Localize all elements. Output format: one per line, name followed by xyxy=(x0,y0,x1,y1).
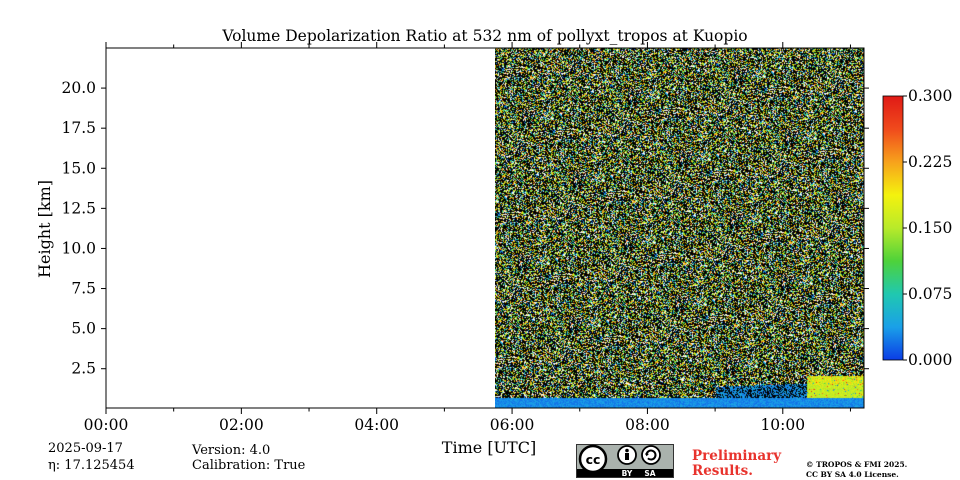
preliminary-results-note: Preliminary Results. xyxy=(692,449,781,479)
y-tick-label: 2.5 xyxy=(71,360,96,378)
date-label: 2025-09-17 xyxy=(48,441,123,456)
y-axis-label: Height [km] xyxy=(35,180,54,278)
license-line-2: CC BY SA 4.0 License. xyxy=(806,470,899,479)
license-line-1: © TROPOS & FMI 2025. xyxy=(806,460,908,469)
colorbar-tick-label: 0.150 xyxy=(908,219,952,237)
colorbar-tick-label: 0.075 xyxy=(908,285,952,303)
x-tick-label: 00:00 xyxy=(84,416,129,434)
eta-label: η: 17.125454 xyxy=(48,458,135,473)
colorbar-tick-label: 0.300 xyxy=(908,87,952,105)
heatmap-raster xyxy=(495,48,864,408)
y-tick-label: 20.0 xyxy=(61,79,96,97)
svg-text:BY: BY xyxy=(622,469,633,478)
colorbar-gradient xyxy=(882,95,904,361)
y-tick-label: 15.0 xyxy=(61,159,96,177)
x-tick-label: 04:00 xyxy=(354,416,399,434)
y-tick-label: 7.5 xyxy=(71,280,96,298)
calibration-label: Calibration: True xyxy=(192,458,306,473)
svg-text:cc: cc xyxy=(586,452,601,467)
colorbar-tick-label: 0.000 xyxy=(908,351,952,369)
colorbar-tick-label: 0.225 xyxy=(908,153,952,171)
cc-by-sa-icon: cc BY SA xyxy=(576,444,674,478)
preliminary-line-2: Results. xyxy=(692,463,753,479)
license-note: © TROPOS & FMI 2025. CC BY SA 4.0 Licens… xyxy=(806,460,907,480)
x-tick-label: 06:00 xyxy=(490,416,535,434)
y-tick-label: 10.0 xyxy=(61,239,96,257)
plot-frame xyxy=(105,47,865,409)
svg-text:SA: SA xyxy=(644,469,655,478)
x-tick-label: 08:00 xyxy=(625,416,670,434)
plot-axes: 00:00 02:00 04:00 06:00 08:00 10:00 2.5 5.0 7.5 1… xyxy=(35,42,869,457)
y-tick-label: 12.5 xyxy=(61,199,96,217)
version-label: Version: 4.0 xyxy=(192,443,271,458)
y-tick-label: 17.5 xyxy=(61,119,96,137)
preliminary-line-1: Preliminary xyxy=(692,448,782,464)
y-tick-label: 5.0 xyxy=(71,320,96,338)
x-axis-label: Time [UTC] xyxy=(442,438,536,457)
x-tick-label: 10:00 xyxy=(760,416,805,434)
x-tick-label: 02:00 xyxy=(219,416,264,434)
colorbar: 0.000 0.075 0.150 0.225 0.300 xyxy=(882,87,952,369)
chart-title: Volume Depolarization Ratio at 532 nm of… xyxy=(221,27,747,45)
